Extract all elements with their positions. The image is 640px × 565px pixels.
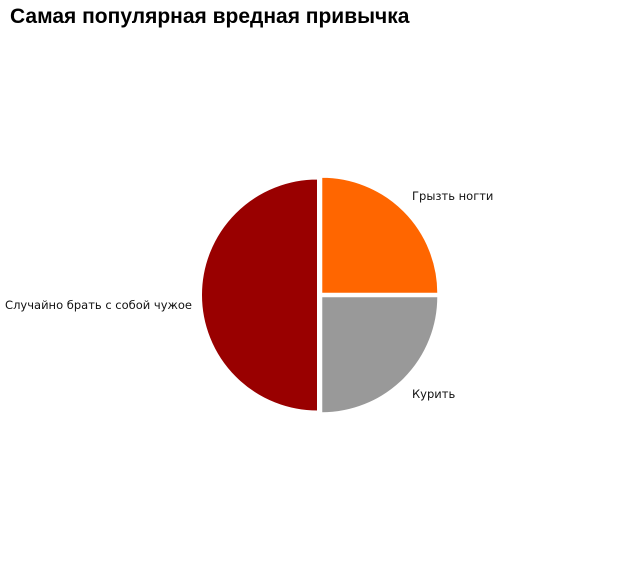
pie-slice-2 bbox=[321, 296, 439, 414]
pie-slices bbox=[201, 176, 439, 414]
slice-label-2: Курить bbox=[412, 387, 455, 401]
pie-slice-1 bbox=[321, 176, 439, 294]
slice-label-3: Случайно брать с собой чужое bbox=[5, 298, 192, 312]
pie-slice-3 bbox=[201, 178, 318, 412]
chart-title: Самая популярная вредная привычка bbox=[10, 5, 410, 28]
slice-label-1: Грызть ногти bbox=[412, 189, 493, 203]
pie-labels: Грызть ногти Курить Случайно брать с собой… bbox=[5, 189, 493, 401]
